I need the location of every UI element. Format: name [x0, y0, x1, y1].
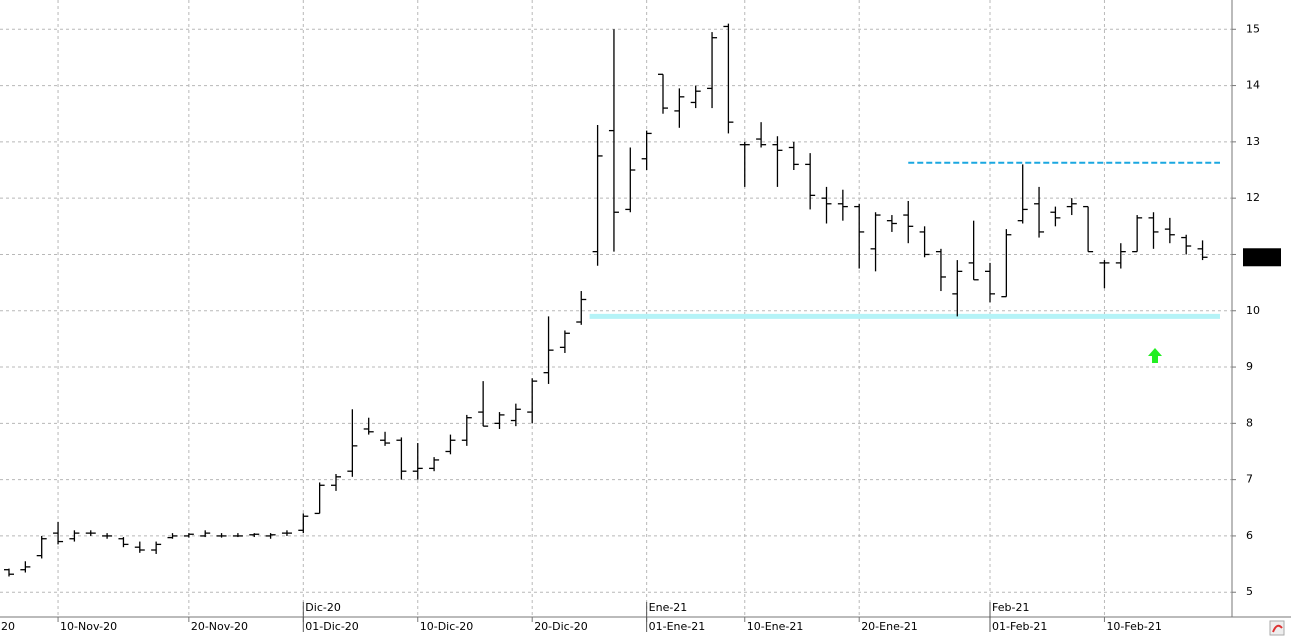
- plot: [4, 23, 1220, 577]
- month-label: Ene-21: [649, 601, 688, 614]
- x-tick-label: 01-Dic-20: [305, 620, 359, 633]
- grid: [0, 0, 1232, 617]
- y-tick-label: 6: [1246, 529, 1253, 542]
- x-tick-label: 10-Nov-20: [60, 620, 117, 633]
- y-tick-label: 9: [1246, 360, 1253, 373]
- x-tick-label: 01-Ene-21: [649, 620, 706, 633]
- up-arrow: [1148, 348, 1162, 363]
- x-tick-label: 10-Dic-20: [420, 620, 474, 633]
- x-tick-label: 20-Dic-20: [534, 620, 588, 633]
- y-tick-label: 5: [1246, 585, 1253, 598]
- x-tick-label: 20-Nov-20: [191, 620, 248, 633]
- corner-icon-glyph: [1272, 624, 1283, 633]
- x-label-cut: 20: [1, 620, 15, 633]
- y-tick-label: 10: [1246, 304, 1260, 317]
- x-tick-label: 10-Feb-21: [1106, 620, 1161, 633]
- y-tick-label: 7: [1246, 473, 1253, 486]
- y-tick-label: 8: [1246, 416, 1253, 429]
- x-tick-label: 01-Feb-21: [992, 620, 1047, 633]
- last-price-marker: [1243, 248, 1281, 267]
- x-tick-label: 20-Ene-21: [861, 620, 918, 633]
- month-label: Feb-21: [992, 601, 1029, 614]
- y-tick-label: 14: [1246, 79, 1260, 92]
- y-tick-label: 15: [1246, 22, 1260, 35]
- month-label: Dic-20: [305, 601, 341, 614]
- y-tick-label: 13: [1246, 135, 1260, 148]
- y-tick-label: 12: [1246, 191, 1260, 204]
- x-tick-label: 10-Ene-21: [747, 620, 804, 633]
